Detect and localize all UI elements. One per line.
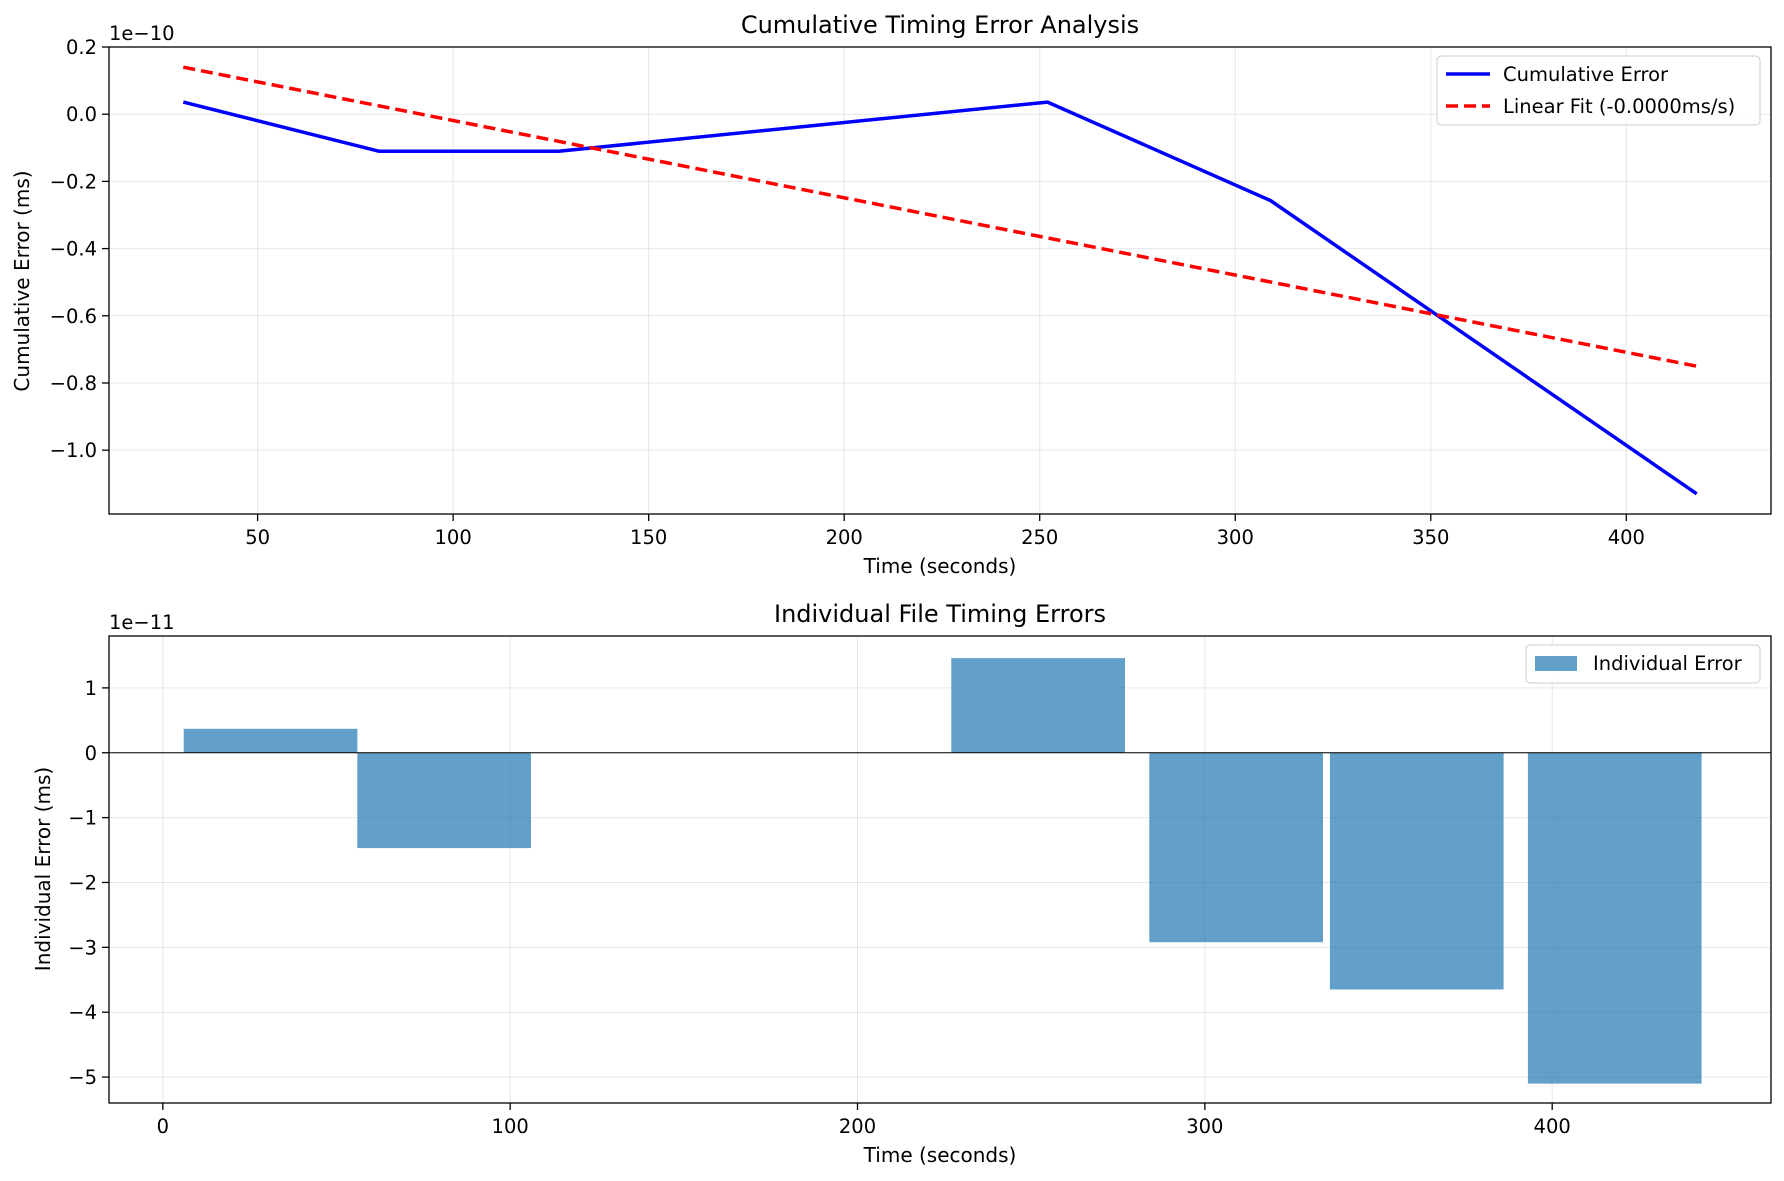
cumulative-x-axis-label: Time (seconds) [863, 554, 1017, 578]
cumulative-x-tick-label: 350 [1412, 526, 1449, 549]
cumulative-y-tick-label: 0.2 [66, 36, 97, 59]
cumulative-x-tick-label: 50 [245, 526, 270, 549]
cumulative-y-tick-label: −0.8 [50, 372, 97, 395]
individual-x-tick-label: 400 [1534, 1115, 1571, 1138]
individual-error-bar [183, 728, 358, 753]
individual-legend: Individual Error [1525, 644, 1761, 684]
individual-x-tick-label: 100 [492, 1115, 529, 1138]
cumulative-x-tick-label: 200 [826, 526, 863, 549]
linear-fit-line [182, 65, 1698, 368]
individual-legend-box [1525, 644, 1761, 684]
cumulative-legend-label: Cumulative Error [1503, 63, 1669, 86]
individual-plot-frame [108, 635, 1772, 1104]
individual-chart-title: Individual File Timing Errors [774, 600, 1106, 628]
cumulative-chart-title: Cumulative Timing Error Analysis [741, 11, 1139, 39]
cumulative-y-offset-text: 1e−10 [109, 22, 175, 45]
individual-y-tick-label: −1 [68, 807, 97, 830]
individual-legend-swatch [1535, 656, 1577, 671]
individual-ticks: 0 100 200 300 400 1 0 −1 −2 −3 −4 −5 [68, 677, 1571, 1138]
individual-legend-label: Individual Error [1593, 652, 1743, 675]
linear-fit-legend-label: Linear Fit (-0.0000ms/s) [1503, 95, 1735, 118]
cumulative-error-line [182, 100, 1698, 496]
individual-error-bar [1149, 752, 1323, 943]
individual-y-tick-label: −2 [68, 871, 97, 894]
individual-y-offset-text: 1e−11 [109, 611, 175, 634]
individual-bars [109, 658, 1771, 1084]
cumulative-y-tick-label: −1.0 [50, 439, 97, 462]
individual-x-tick-label: 0 [157, 1115, 169, 1138]
cumulative-y-tick-label: −0.4 [50, 238, 97, 261]
cumulative-y-tick-label: −0.2 [50, 170, 97, 193]
individual-error-bar [1527, 752, 1702, 1084]
individual-y-tick-label: −3 [68, 936, 97, 959]
individual-y-axis-label: Individual Error (ms) [31, 767, 55, 971]
individual-error-chart: 0 100 200 300 400 1 0 −1 −2 −3 −4 −5 Individual Fil… [31, 600, 1772, 1167]
individual-x-tick-label: 200 [839, 1115, 876, 1138]
cumulative-legend-box [1436, 55, 1761, 126]
cumulative-plot-frame [108, 46, 1772, 515]
cumulative-x-tick-label: 400 [1608, 526, 1645, 549]
individual-error-bar [357, 752, 531, 849]
cumulative-x-tick-label: 100 [435, 526, 472, 549]
individual-x-tick-label: 300 [1186, 1115, 1223, 1138]
cumulative-y-axis-label: Cumulative Error (ms) [10, 170, 34, 391]
cumulative-series [182, 65, 1698, 496]
cumulative-y-tick-label: −0.6 [50, 305, 97, 328]
cumulative-x-tick-label: 150 [630, 526, 667, 549]
individual-x-axis-label: Time (seconds) [863, 1143, 1017, 1167]
individual-error-bar [951, 658, 1125, 753]
cumulative-legend: Cumulative Error Linear Fit (-0.0000ms/s… [1436, 55, 1761, 126]
individual-y-tick-label: 1 [85, 677, 97, 700]
individual-y-tick-label: −5 [68, 1066, 97, 1089]
cumulative-ticks: 50 100 150 200 250 300 350 400 0.2 0.0 −0.2 −0.4 −0.… [50, 36, 1645, 549]
cumulative-x-tick-label: 300 [1217, 526, 1254, 549]
individual-error-bar [1329, 752, 1504, 990]
cumulative-y-tick-label: 0.0 [66, 103, 97, 126]
cumulative-x-tick-label: 250 [1021, 526, 1058, 549]
individual-y-tick-label: −4 [68, 1001, 97, 1024]
cumulative-error-chart: 50 100 150 200 250 300 350 400 0.2 0.0 −0.2 −0.4 −0.… [10, 11, 1772, 578]
individual-y-tick-label: 0 [85, 742, 97, 765]
